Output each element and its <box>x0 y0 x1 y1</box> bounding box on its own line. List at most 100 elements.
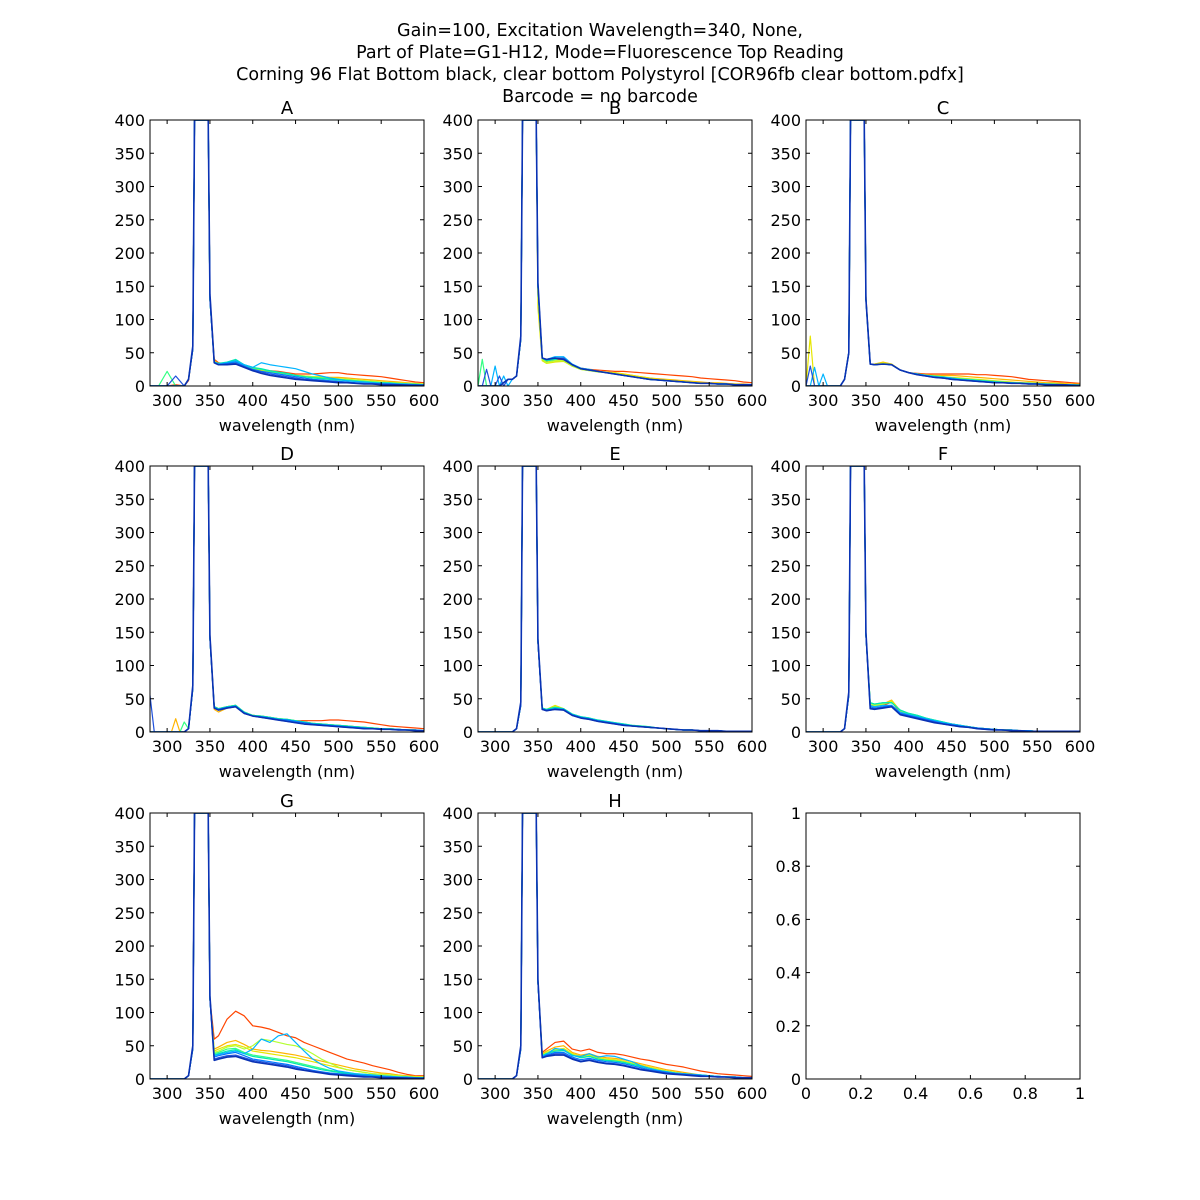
x-tick-label: 0.4 <box>903 1084 928 1103</box>
axes-frame <box>805 465 1081 733</box>
x-tick-label: 500 <box>651 737 682 756</box>
x-tick-label: 550 <box>366 391 397 410</box>
y-tick-label: 200 <box>442 244 473 263</box>
series-line-10 <box>478 120 752 386</box>
x-tick-label: 400 <box>237 1084 268 1103</box>
y-tick-label: 150 <box>114 277 145 296</box>
x-tick-label: 300 <box>480 737 511 756</box>
axes-frame <box>149 812 425 1080</box>
y-tick-label: 300 <box>770 524 801 543</box>
y-tick-label: 350 <box>114 490 145 509</box>
x-tick-label: 400 <box>237 391 268 410</box>
y-tick-label: 300 <box>114 178 145 197</box>
x-tick-label: 600 <box>1065 391 1096 410</box>
y-tick-label: 300 <box>770 178 801 197</box>
y-tick-label: 0 <box>135 377 145 396</box>
x-tick-label: 400 <box>893 737 924 756</box>
y-tick-label: 250 <box>442 904 473 923</box>
y-tick-label: 50 <box>781 690 801 709</box>
subplot-title: A <box>281 98 294 119</box>
subplot-title: G <box>280 791 294 812</box>
figure-title-line-2: Part of Plate=G1-H12, Mode=Fluorescence … <box>356 43 844 63</box>
y-tick-label: 0 <box>791 1070 801 1089</box>
subplot-a: 300 350 400 450 500 550 600 0 50 100 150 200 250 300 3… <box>114 98 439 435</box>
y-tick-label: 200 <box>114 244 145 263</box>
x-tick-label: 600 <box>409 1084 440 1103</box>
series-line-10 <box>478 813 752 1079</box>
subplot-f: 300 350 400 450 500 550 600 0 50 100 150 200 250 300 3… <box>770 444 1095 781</box>
x-tick-label: 500 <box>979 737 1010 756</box>
x-tick-label: 400 <box>565 1084 596 1103</box>
y-tick-label: 0 <box>135 1070 145 1089</box>
subplot-title: D <box>280 444 294 465</box>
y-tick-label: 100 <box>114 1004 145 1023</box>
y-tick-label: 50 <box>125 344 145 363</box>
plot-area <box>150 813 424 1079</box>
x-axis-label: wavelength (nm) <box>219 1109 356 1128</box>
y-tick-label: 100 <box>770 657 801 676</box>
x-tick-label: 300 <box>152 391 183 410</box>
y-tick-label: 150 <box>770 277 801 296</box>
y-tick-label: 0 <box>791 723 801 742</box>
x-axis-label: wavelength (nm) <box>219 762 356 781</box>
x-tick-label: 550 <box>366 737 397 756</box>
y-tick-label: 350 <box>114 837 145 856</box>
x-tick-label: 600 <box>409 391 440 410</box>
y-tick-label: 300 <box>442 178 473 197</box>
y-tick-label: 250 <box>442 557 473 576</box>
y-tick-label: 350 <box>770 490 801 509</box>
y-tick-label: 200 <box>770 244 801 263</box>
x-tick-label: 600 <box>737 1084 768 1103</box>
x-tick-label: 350 <box>851 391 882 410</box>
figure-title-line-3: Corning 96 Flat Bottom black, clear bott… <box>236 65 964 85</box>
y-tick-label: 100 <box>442 1004 473 1023</box>
x-tick-label: 0.6 <box>958 1084 983 1103</box>
x-tick-label: 300 <box>152 737 183 756</box>
x-axis-label: wavelength (nm) <box>547 762 684 781</box>
x-tick-label: 0 <box>801 1084 811 1103</box>
y-tick-label: 200 <box>770 590 801 609</box>
subplot-c: 300 350 400 450 500 550 600 0 50 100 150 200 250 300 3… <box>770 98 1095 435</box>
x-tick-label: 550 <box>1022 737 1053 756</box>
plot-area <box>478 466 752 732</box>
y-tick-label: 200 <box>114 590 145 609</box>
series-line-10 <box>806 466 1080 732</box>
y-tick-label: 400 <box>114 111 145 130</box>
y-tick-label: 100 <box>442 657 473 676</box>
plot-area <box>806 120 1080 386</box>
y-tick-label: 400 <box>442 804 473 823</box>
x-tick-label: 550 <box>1022 391 1053 410</box>
y-tick-label: 200 <box>442 937 473 956</box>
series-line-10 <box>150 466 424 732</box>
series-group <box>478 813 752 1079</box>
y-tick-label: 0 <box>791 377 801 396</box>
x-tick-label: 350 <box>195 737 226 756</box>
x-tick-label: 450 <box>608 1084 639 1103</box>
series-group <box>150 813 424 1079</box>
x-axis-label: wavelength (nm) <box>547 416 684 435</box>
y-tick-label: 50 <box>125 1037 145 1056</box>
x-tick-label: 500 <box>979 391 1010 410</box>
x-tick-label: 450 <box>280 391 311 410</box>
x-tick-label: 450 <box>608 391 639 410</box>
y-tick-label: 150 <box>114 970 145 989</box>
x-tick-label: 300 <box>480 391 511 410</box>
y-tick-label: 250 <box>770 211 801 230</box>
plot-area <box>478 120 752 386</box>
series-group <box>806 466 1080 732</box>
axes-frame <box>149 119 425 387</box>
x-tick-label: 400 <box>565 391 596 410</box>
x-tick-label: 600 <box>409 737 440 756</box>
x-tick-label: 350 <box>195 391 226 410</box>
y-tick-label: 0.4 <box>776 964 801 983</box>
axes-frame <box>477 812 753 1080</box>
y-tick-label: 400 <box>442 457 473 476</box>
x-axis-label: wavelength (nm) <box>547 1109 684 1128</box>
x-tick-label: 600 <box>737 391 768 410</box>
plot-area <box>806 813 1080 1079</box>
x-tick-label: 400 <box>237 737 268 756</box>
x-tick-label: 1 <box>1075 1084 1085 1103</box>
y-tick-label: 100 <box>114 657 145 676</box>
y-tick-label: 0 <box>135 723 145 742</box>
